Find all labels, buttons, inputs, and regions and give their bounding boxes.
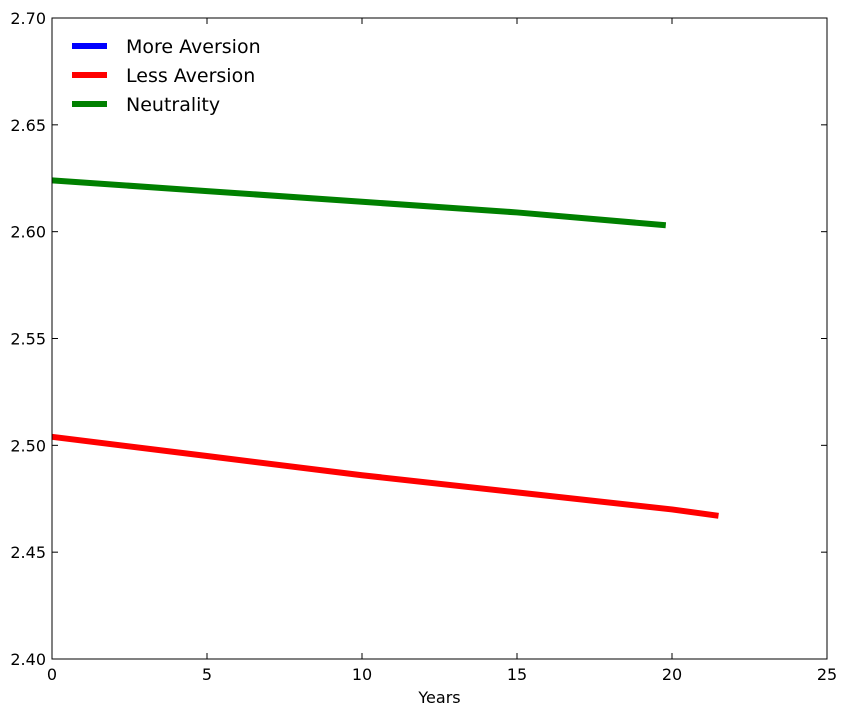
x-tick-label: 10 bbox=[352, 665, 372, 684]
y-tick-label: 2.45 bbox=[10, 543, 46, 562]
x-tick-label: 15 bbox=[507, 665, 527, 684]
legend-label-more-aversion: More Aversion bbox=[126, 36, 261, 58]
legend: More Aversion Less Aversion Neutrality bbox=[72, 36, 261, 116]
series-line-less-aversion bbox=[51, 433, 719, 519]
y-tick-label: 2.40 bbox=[10, 650, 46, 669]
legend-label-neutrality: Neutrality bbox=[126, 94, 220, 116]
x-axis-label: Years bbox=[417, 688, 460, 707]
x-tick-label: 25 bbox=[817, 665, 837, 684]
x-tick-label: 5 bbox=[202, 665, 212, 684]
y-tick-label: 2.55 bbox=[10, 330, 46, 349]
series-line-neutrality bbox=[51, 177, 667, 229]
y-tick-label: 2.60 bbox=[10, 223, 46, 242]
series-layer bbox=[51, 177, 719, 519]
x-tick-label: 20 bbox=[662, 665, 682, 684]
ticks-layer: 0 5 10 15 20 25 2.40 2.45 2.50 2.55 2.60 2.65 2.70 bbox=[10, 9, 837, 684]
x-tick-label: 0 bbox=[47, 665, 57, 684]
y-tick-label: 2.70 bbox=[10, 9, 46, 28]
y-tick-label: 2.65 bbox=[10, 116, 46, 135]
legend-label-less-aversion: Less Aversion bbox=[126, 65, 255, 87]
y-tick-label: 2.50 bbox=[10, 436, 46, 455]
